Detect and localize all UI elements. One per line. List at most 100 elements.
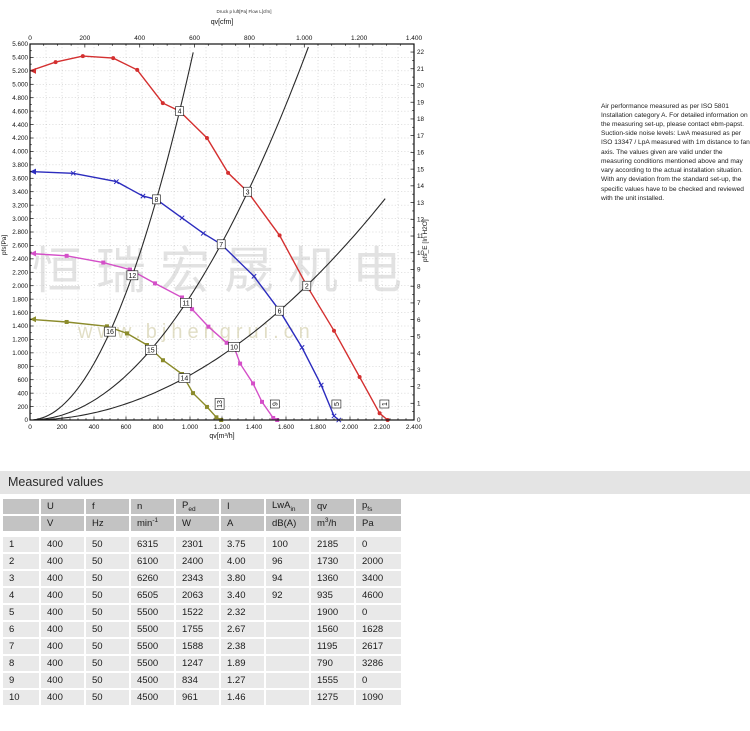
- table-row: 3 400 50 6260 2343 3.80 94 1360 3400: [3, 571, 401, 586]
- table-cell: 5500: [131, 656, 174, 671]
- table-cell: 3286: [356, 656, 401, 671]
- table-cell: LwAin: [266, 499, 309, 514]
- data-marker: [206, 324, 211, 329]
- table-cell: [266, 656, 309, 671]
- data-marker: [251, 273, 257, 279]
- data-marker: [251, 381, 256, 386]
- tick-label: 4.800: [12, 95, 28, 102]
- data-marker: [200, 230, 206, 236]
- tick-label: 1.400: [12, 323, 28, 330]
- point-label: 12: [129, 273, 137, 280]
- data-marker: [331, 413, 337, 419]
- table-row: 1 400 50 6315 2301 3.75 100 2185 0: [3, 537, 401, 552]
- data-marker: [179, 215, 185, 221]
- curve-start-arrow: [30, 316, 36, 323]
- performance-chart: 恒瑞宏晟机电 www.bjhengrui.cn 4 3 2 8 7 6 12 11 10 16 15 14…: [0, 0, 445, 450]
- tick-label: 2.600: [12, 243, 28, 250]
- table-cell: 400: [41, 639, 84, 654]
- tick-label: 2.400: [406, 424, 423, 431]
- table-cell: 10: [3, 690, 39, 705]
- point-label: 15: [147, 347, 155, 354]
- point-label-box: [216, 239, 226, 250]
- table-cell: 1522: [176, 605, 219, 620]
- table-row: 9 400 50 4500 834 1.27 1555 0: [3, 673, 401, 688]
- data-marker: [277, 233, 282, 238]
- data-marker: [204, 136, 209, 140]
- point-label: 11: [182, 300, 189, 307]
- point-label: 10: [230, 344, 238, 351]
- tick-label: 13: [417, 200, 425, 207]
- point-label-rotated: 5: [331, 399, 342, 409]
- point-label-box: [180, 298, 192, 308]
- tick-label: 2.400: [12, 256, 28, 263]
- point-label: 4: [178, 109, 182, 116]
- table-row: 6 400 50 5500 1755 2.67 1560 1628: [3, 622, 401, 637]
- table-cell: 6505: [131, 588, 174, 603]
- tick-label: 4.600: [12, 108, 28, 115]
- table-cell: [266, 690, 309, 705]
- table-cell: 5500: [131, 639, 174, 654]
- table-cell: 0: [356, 537, 401, 552]
- data-marker: [318, 382, 324, 388]
- table-cell: 4: [3, 588, 39, 603]
- tick-label: 1.000: [182, 424, 199, 431]
- table-cell: Pa: [356, 516, 401, 531]
- tick-label: 3.400: [12, 189, 28, 196]
- table-cell: [266, 639, 309, 654]
- table-cell: 400: [41, 588, 84, 603]
- chart-caption: Druck p luft[Pa] Flow L[cfm]: [216, 9, 271, 14]
- x-top-axis-label: qv[cfm]: [211, 19, 234, 26]
- point-label-box: [178, 373, 191, 383]
- table-cell: 1755: [176, 622, 219, 637]
- point-label: 16: [106, 329, 114, 336]
- point-label-box: [275, 305, 284, 316]
- table-cell: 2617: [356, 639, 401, 654]
- table-cell: 2: [3, 554, 39, 569]
- table-cell: 50: [86, 571, 129, 586]
- table-cell: 5: [3, 605, 39, 620]
- curve-start-arrow: [30, 168, 36, 175]
- table-row: 10 400 50 4500 961 1.46 1275 1090: [3, 690, 401, 705]
- table-cell: U: [41, 499, 84, 514]
- table-cell: 6260: [131, 571, 174, 586]
- table-cell: Hz: [86, 516, 129, 531]
- table-cell: 4.00: [221, 554, 264, 569]
- table-cell: n: [131, 499, 174, 514]
- data-marker: [53, 60, 58, 65]
- table-cell: [3, 516, 39, 531]
- tick-label: 0: [417, 417, 421, 424]
- table-cell: 2.38: [221, 639, 264, 654]
- tick-label: 6: [417, 317, 421, 324]
- measurement-notes: Air performance measured as per ISO 5801…: [601, 102, 750, 202]
- point-label-box: [175, 106, 184, 116]
- tick-label: 4.400: [12, 122, 28, 129]
- tick-label: 20: [417, 83, 425, 90]
- table-cell: 1: [3, 537, 39, 552]
- table-cell: 94: [266, 571, 309, 586]
- data-marker: [224, 340, 229, 345]
- table-cell: 2000: [356, 554, 401, 569]
- tick-label: 11: [417, 233, 424, 240]
- point-label: 2: [305, 283, 309, 290]
- point-label-box: [126, 270, 139, 281]
- point-label-box: [243, 186, 252, 197]
- data-marker: [180, 295, 184, 300]
- x-axis-label: qv[m³/h]: [209, 433, 234, 440]
- data-marker: [64, 319, 69, 324]
- table-cell: 92: [266, 588, 309, 603]
- data-marker: [140, 193, 146, 199]
- table-cell: 400: [41, 537, 84, 552]
- table-cell: [3, 499, 39, 514]
- table-cell: 50: [86, 605, 129, 620]
- tick-label: 3.200: [12, 202, 28, 209]
- data-marker: [332, 328, 336, 333]
- table-cell: 3400: [356, 571, 401, 586]
- svg-text:1: 1: [382, 402, 389, 406]
- table-cell: [266, 673, 309, 688]
- table-cell: 1900: [311, 605, 354, 620]
- table-cell: 961: [176, 690, 219, 705]
- tick-label: 1.200: [12, 337, 28, 344]
- table-cell: 935: [311, 588, 354, 603]
- table-cell: 2400: [176, 554, 219, 569]
